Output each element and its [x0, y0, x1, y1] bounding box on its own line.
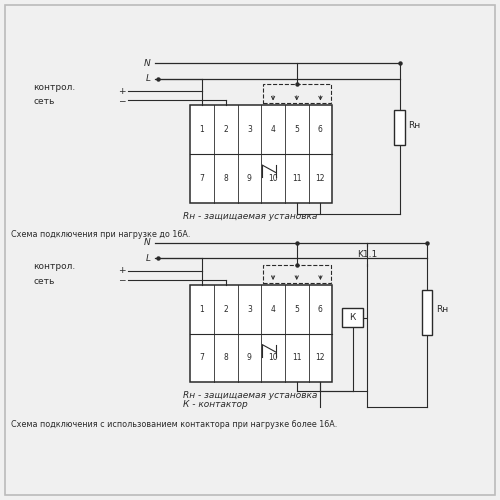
Text: −: −: [118, 96, 126, 105]
Bar: [342, 308, 363, 328]
Bar: [422, 290, 432, 335]
Text: Схема подключения с использованием контактора при нагрузке более 16А.: Схема подключения с использованием конта…: [10, 420, 337, 428]
Text: Rн: Rн: [408, 121, 421, 130]
Text: 3: 3: [247, 125, 252, 134]
Text: контрол.: контрол.: [33, 83, 76, 92]
Text: 8: 8: [224, 354, 228, 362]
Text: 2: 2: [224, 125, 228, 134]
Text: 10: 10: [268, 174, 278, 183]
Text: +: +: [118, 266, 126, 276]
Text: 3: 3: [247, 304, 252, 314]
Bar: [394, 110, 405, 146]
Text: 9: 9: [247, 174, 252, 183]
Bar: [262, 265, 331, 283]
Text: 6: 6: [318, 125, 323, 134]
Text: 2: 2: [224, 304, 228, 314]
Text: N: N: [144, 58, 150, 68]
Text: 10: 10: [268, 354, 278, 362]
Text: 12: 12: [316, 354, 325, 362]
Text: сеть: сеть: [33, 277, 54, 286]
Text: К: К: [350, 314, 356, 322]
Bar: [262, 84, 331, 103]
Text: Rн - защищаемая установка: Rн - защищаемая установка: [182, 212, 317, 220]
Text: 6: 6: [318, 304, 323, 314]
Text: 11: 11: [292, 174, 302, 183]
Text: 5: 5: [294, 125, 299, 134]
Text: Rн: Rн: [436, 306, 448, 314]
Text: Схема подключения при нагрузке до 16А.: Схема подключения при нагрузке до 16А.: [10, 230, 190, 239]
Text: 9: 9: [247, 354, 252, 362]
Text: 4: 4: [270, 125, 276, 134]
Text: −: −: [118, 276, 126, 284]
Text: 7: 7: [200, 354, 204, 362]
Bar: [190, 285, 332, 382]
Text: К - контактор: К - контактор: [182, 400, 248, 409]
Text: +: +: [118, 87, 126, 96]
Bar: [190, 106, 332, 202]
Text: 11: 11: [292, 354, 302, 362]
Text: 7: 7: [200, 174, 204, 183]
Text: 1: 1: [200, 304, 204, 314]
Text: 8: 8: [224, 174, 228, 183]
Text: K1.1: K1.1: [357, 250, 378, 260]
Text: 12: 12: [316, 174, 325, 183]
Text: 5: 5: [294, 304, 299, 314]
Text: N: N: [144, 238, 150, 247]
Text: 4: 4: [270, 304, 276, 314]
Text: 1: 1: [200, 125, 204, 134]
Text: контрол.: контрол.: [33, 262, 76, 272]
Text: сеть: сеть: [33, 98, 54, 106]
Text: Rн - защищаемая установка: Rн - защищаемая установка: [182, 391, 317, 400]
Text: L: L: [146, 74, 150, 84]
Text: L: L: [146, 254, 150, 263]
